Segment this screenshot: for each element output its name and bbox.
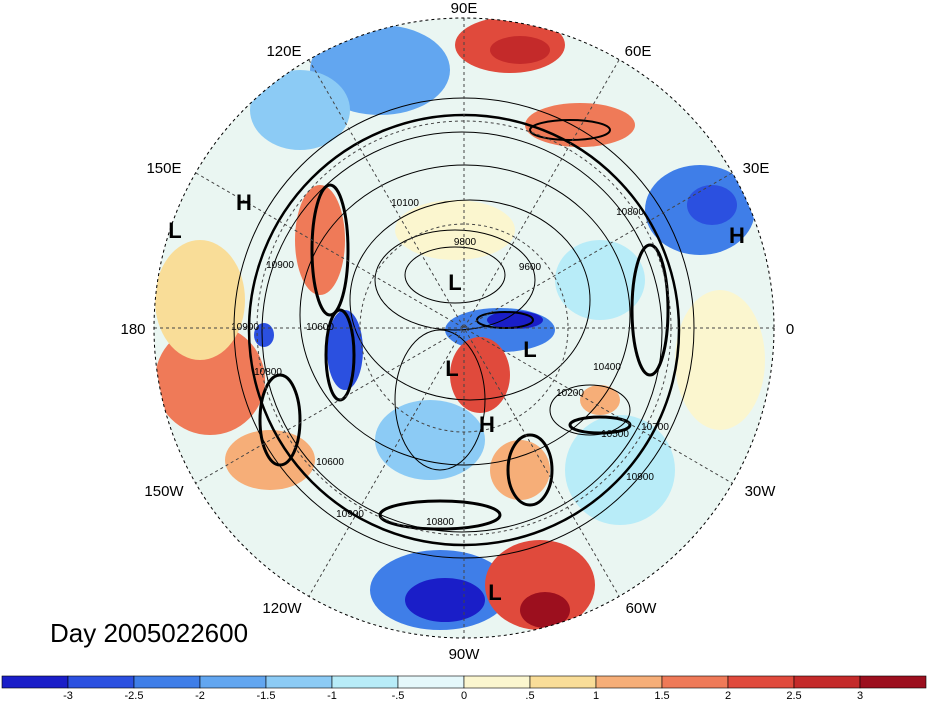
colorbar-swatch [661, 675, 729, 689]
colorbar-tick-label: -3 [63, 690, 73, 702]
longitude-label: 60E [625, 43, 652, 60]
colorbar-tick-label: -1 [327, 690, 337, 702]
colorbar-tick-label: 1.5 [654, 690, 669, 702]
longitude-label: 150E [146, 160, 181, 177]
colorbar-tick-label: 3 [857, 690, 863, 702]
colorbar-tick-label: -2.5 [125, 690, 144, 702]
contour-label: 10800 [616, 207, 644, 218]
colorbar-swatch [859, 675, 927, 689]
pressure-center-labels: L H L H L L H L [168, 190, 745, 605]
pressure-center-label: L [523, 337, 536, 362]
contour-label: 10800 [254, 367, 282, 378]
contour-label: 10600 [316, 457, 344, 468]
colorbar: -3 -2.5 -2 -1.5 -1 -.5 0 .5 1 1.5 2 2.5 3 [1, 675, 927, 702]
colorbar-swatch [529, 675, 597, 689]
contour-label: 10400 [593, 362, 621, 373]
contour-label: 9800 [454, 237, 477, 248]
colorbar-swatch [793, 675, 861, 689]
colorbar-tick-label: -.5 [392, 690, 405, 702]
contour-label: 10900 [231, 322, 259, 333]
colorbar-swatch [67, 675, 135, 689]
longitude-label: 0 [786, 321, 794, 338]
pressure-center-label: H [236, 190, 252, 215]
contour-label: 10700 [641, 422, 669, 433]
longitude-labels: 90E 60E 30E 0 30W 60W 90W 120W 150W 180 150E 120E [120, 0, 794, 663]
colorbar-swatch [331, 675, 399, 689]
longitude-label: 30E [743, 160, 770, 177]
colorbar-tick-label: .5 [525, 690, 534, 702]
colorbar-swatch [199, 675, 267, 689]
colorbar-tick-label: 0 [461, 690, 467, 702]
pressure-center-label: H [479, 412, 495, 437]
date-title: Day 2005022600 [50, 618, 249, 648]
contour-label: 10900 [336, 509, 364, 520]
anomaly-field [154, 18, 774, 638]
longitude-label: 60W [626, 600, 658, 617]
colorbar-swatch [463, 675, 531, 689]
pressure-center-label: L [445, 356, 458, 381]
colorbar-tick-label: 2.5 [786, 690, 801, 702]
colorbar-swatch [265, 675, 333, 689]
pressure-center-label: L [448, 270, 461, 295]
colorbar-tick-label: -2 [195, 690, 205, 702]
colorbar-swatch [133, 675, 201, 689]
colorbar-tick-label: -1.5 [257, 690, 276, 702]
colorbar-tick-label: 2 [725, 690, 731, 702]
colorbar-swatch [397, 675, 465, 689]
contour-label: 10200 [556, 388, 584, 399]
contour-label: 10900 [626, 472, 654, 483]
longitude-label: 120W [262, 600, 302, 617]
longitude-label: 120E [266, 43, 301, 60]
contour-label: 9600 [519, 262, 542, 273]
contour-value-labels: 10100 9800 9600 10900 10900 10800 10200 10400 10… [231, 198, 669, 528]
longitude-label: 150W [144, 483, 184, 500]
longitude-label: 30W [745, 483, 777, 500]
contour-label: 10500 [601, 429, 629, 440]
colorbar-swatch [727, 675, 795, 689]
pressure-center-label: L [488, 580, 501, 605]
longitude-label: 90W [449, 646, 481, 663]
contour-label: 10100 [391, 198, 419, 209]
colorbar-swatch [595, 675, 663, 689]
longitude-label: 180 [120, 321, 145, 338]
contour-label: 10900 [266, 260, 294, 271]
pressure-center-label: L [168, 218, 181, 243]
colorbar-swatch [1, 675, 69, 689]
pressure-center-label: H [729, 223, 745, 248]
contour-label: 10600 [306, 322, 334, 333]
colorbar-tick-label: 1 [593, 690, 599, 702]
graticule [154, 18, 774, 638]
longitude-label: 90E [451, 0, 478, 17]
contour-label: 10800 [426, 517, 454, 528]
map-boundary [153, 17, 775, 639]
